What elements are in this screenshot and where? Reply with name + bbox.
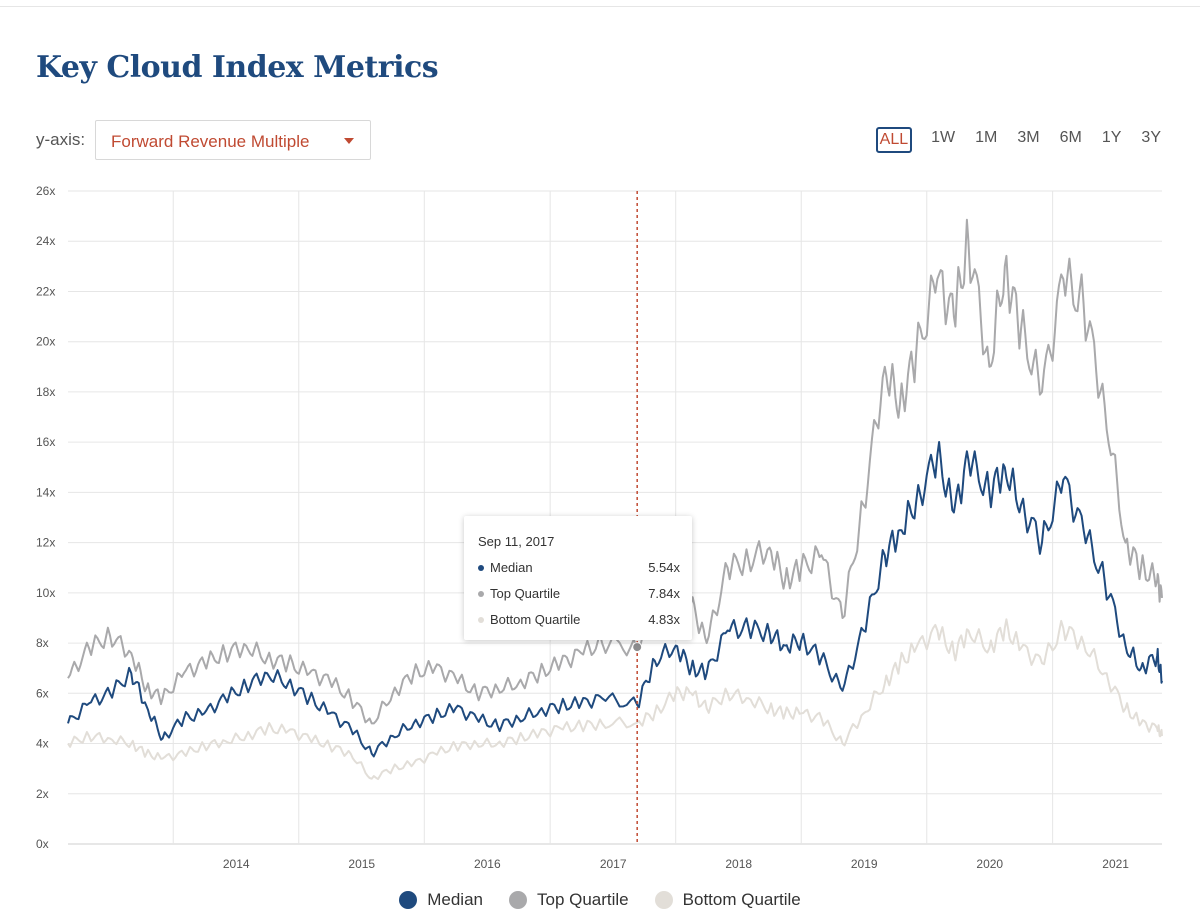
y-tick-label: 0x: [36, 837, 49, 851]
tooltip-top-quartile-dot: [478, 590, 484, 597]
legend-median-dot: [399, 891, 418, 909]
x-tick-label: 2020: [976, 857, 1003, 871]
hover-point-marker: [632, 642, 643, 653]
chart-legend: Median Top Quartile Bottom Quartile: [0, 890, 1200, 910]
y-tick-label: 24x: [36, 234, 55, 248]
chart-tooltip: Sep 11, 2017 Median 5.54x Top Quartile 7…: [464, 516, 692, 640]
x-tick-label: 2017: [600, 857, 627, 871]
y-tick-label: 8x: [36, 636, 49, 650]
tooltip-bottom-quartile-dot: [478, 616, 484, 623]
bottom-quartile-line: [67, 618, 1163, 781]
tooltip-median-label: Median: [490, 560, 533, 575]
range-1m-button[interactable]: 1M: [975, 129, 998, 146]
range-1y-button[interactable]: 1Y: [1101, 129, 1122, 146]
x-tick-label: 2019: [851, 857, 878, 871]
y-tick-label: 2x: [36, 787, 49, 801]
legend-bottom-quartile-label: Bottom Quartile: [682, 890, 801, 909]
tooltip-bottom-quartile-label: Bottom Quartile: [490, 612, 581, 627]
y-tick-label: 12x: [36, 536, 55, 550]
range-6m-button[interactable]: 6M: [1059, 129, 1082, 146]
range-selector: ALL 1W 1M 3M 6M 1Y 3Y: [858, 127, 1162, 153]
tooltip-date: Sep 11, 2017: [478, 534, 555, 549]
y-tick-label: 16x: [36, 435, 55, 449]
tooltip-row-bottom-quartile: Bottom Quartile 4.83x: [478, 612, 680, 627]
tooltip-median-value: 5.54x: [648, 560, 680, 575]
tooltip-row-top-quartile: Top Quartile 7.84x: [478, 586, 680, 601]
x-tick-label: 2015: [348, 857, 375, 871]
tooltip-top-quartile-label: Top Quartile: [490, 586, 561, 601]
legend-item-top-quartile[interactable]: Top Quartile: [508, 890, 629, 910]
legend-item-bottom-quartile[interactable]: Bottom Quartile: [654, 890, 801, 910]
x-tick-label: 2014: [223, 857, 250, 871]
page-title: Key Cloud Index Metrics: [36, 50, 439, 85]
y-tick-label: 20x: [36, 335, 55, 349]
x-tick-label: 2018: [725, 857, 752, 871]
x-tick-label: 2021: [1102, 857, 1129, 871]
y-tick-label: 6x: [36, 686, 49, 700]
caret-down-icon: [344, 138, 354, 144]
y-tick-label: 14x: [36, 485, 55, 499]
y-tick-label: 18x: [36, 385, 55, 399]
top-divider: [0, 6, 1200, 7]
yaxis-selector-label: y-axis:: [36, 130, 86, 149]
y-tick-label: 22x: [36, 284, 55, 298]
tooltip-median-dot: [478, 564, 484, 571]
range-all-button[interactable]: ALL: [875, 127, 913, 153]
legend-top-quartile-dot: [508, 891, 527, 909]
legend-bottom-quartile-dot: [654, 891, 673, 909]
legend-top-quartile-label: Top Quartile: [536, 890, 629, 909]
range-1w-button[interactable]: 1W: [931, 129, 956, 146]
y-tick-label: 4x: [36, 737, 49, 751]
x-tick-label: 2016: [474, 857, 501, 871]
range-3y-button[interactable]: 3Y: [1141, 129, 1161, 146]
legend-median-label: Median: [427, 890, 483, 909]
range-3m-button[interactable]: 3M: [1017, 129, 1040, 146]
tooltip-row-median: Median 5.54x: [478, 560, 680, 575]
tooltip-top-quartile-value: 7.84x: [648, 586, 680, 601]
tooltip-bottom-quartile-value: 4.83x: [648, 612, 680, 627]
legend-item-median[interactable]: Median: [399, 890, 483, 910]
median-line: [67, 441, 1163, 758]
yaxis-select-value: Forward Revenue Multiple: [111, 132, 310, 151]
y-tick-label: 10x: [36, 586, 55, 600]
yaxis-select[interactable]: Forward Revenue Multiple: [95, 120, 371, 160]
y-tick-label: 26x: [36, 184, 55, 198]
